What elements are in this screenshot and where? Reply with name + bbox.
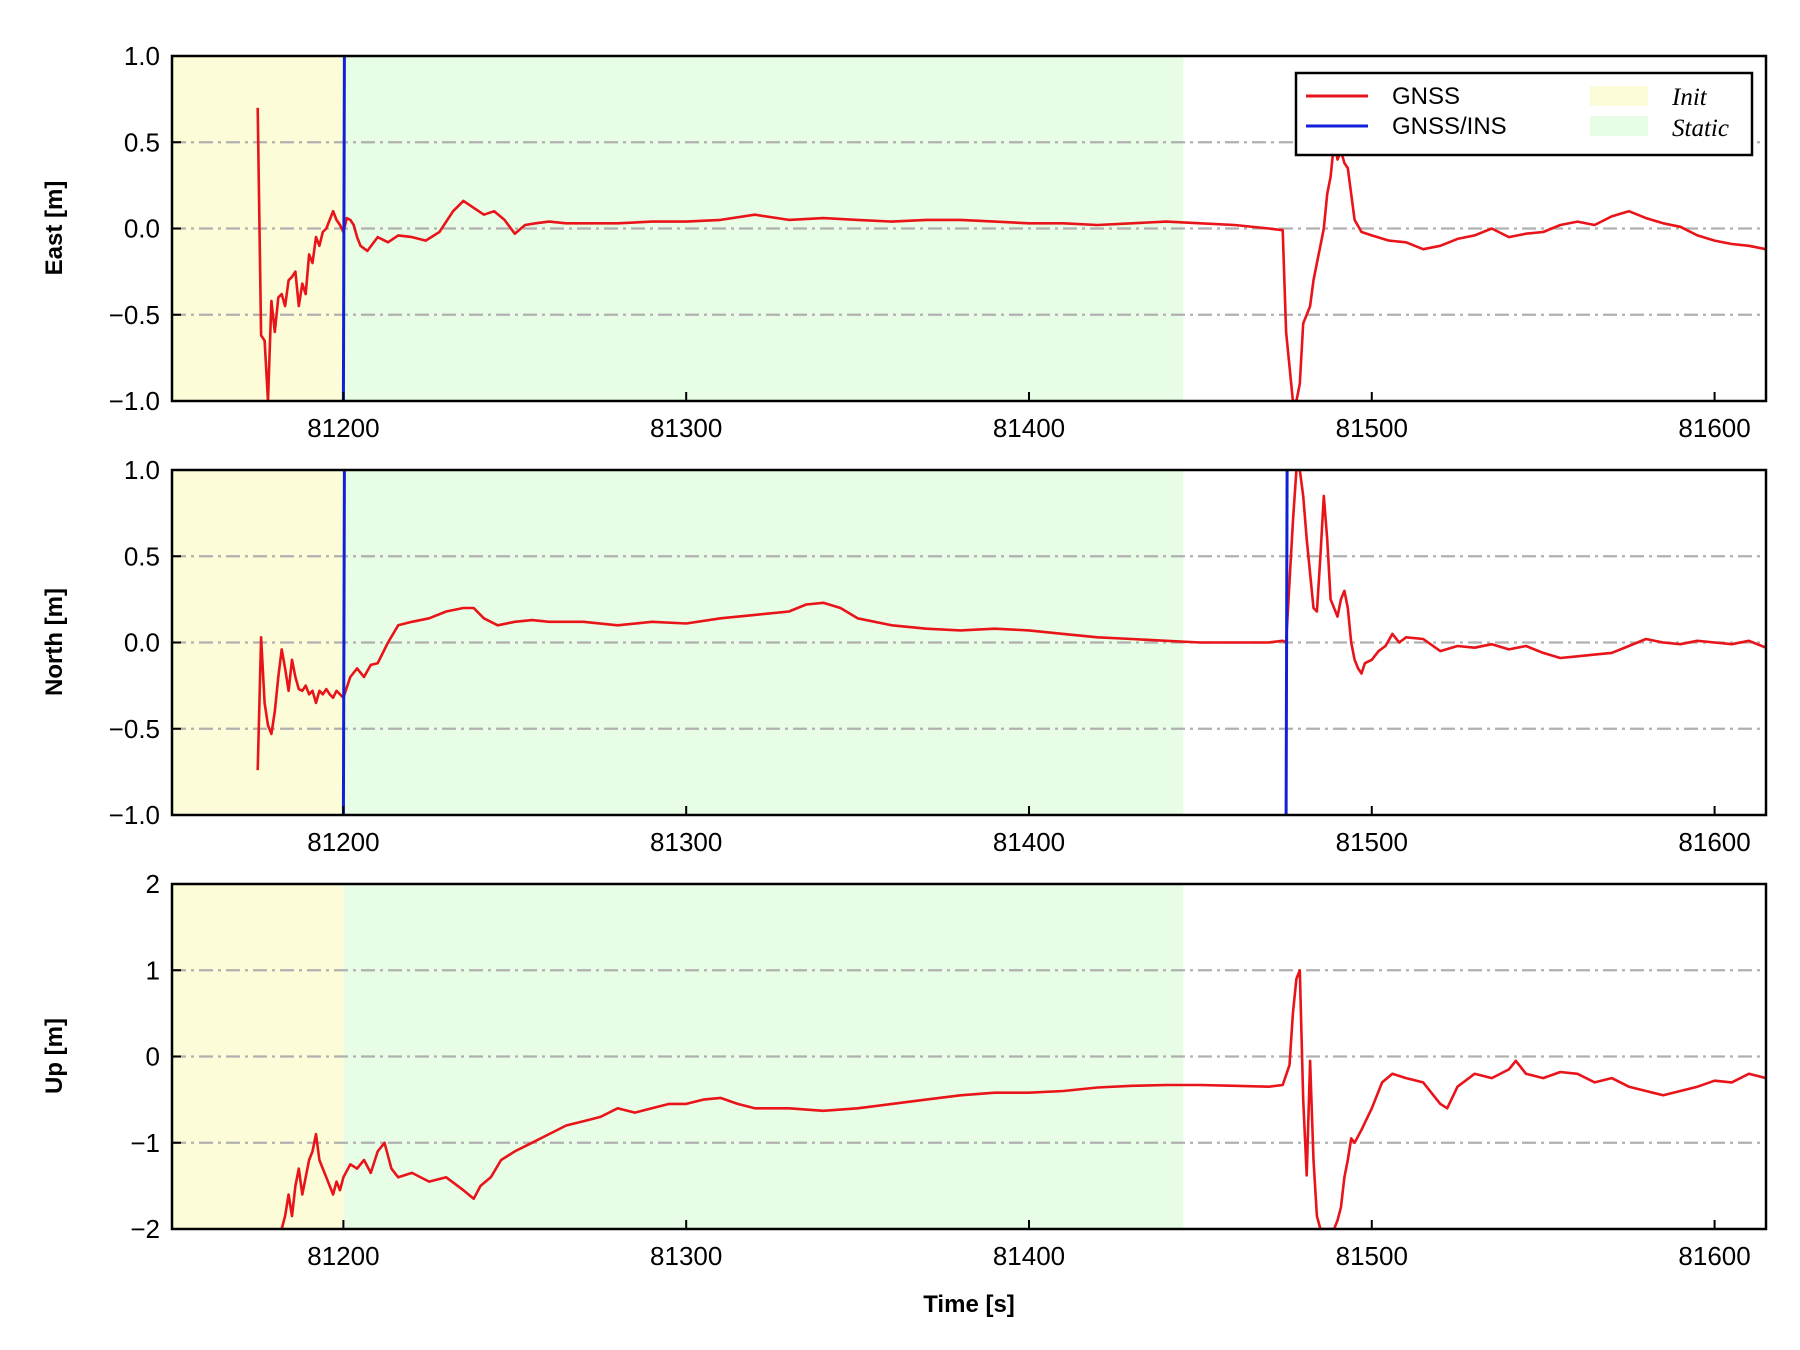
east-xtick-label: 81600 (1678, 413, 1750, 443)
north-series-gnss-ins (341, 470, 346, 815)
panel-north: −1.0 −0.5 0.0 0.5 1.0 81200 81300 81400 81500 816… (41, 455, 1768, 857)
north-series-gnss-ins (1284, 470, 1289, 815)
east-ytick-label: −1.0 (109, 386, 160, 416)
east-ytick-label: 1.0 (124, 41, 160, 71)
east-xtick-label: 81300 (650, 413, 722, 443)
legend: GNSS GNSS/INS Init Static (1294, 71, 1754, 157)
north-xtick-label: 81200 (307, 827, 379, 857)
up-ytick-label: −1 (130, 1128, 160, 1158)
east-series-gnss (256, 107, 1766, 401)
up-xtick-label: 81400 (993, 1241, 1065, 1271)
legend-static-swatch (1590, 116, 1648, 136)
up-ytick-label: −2 (130, 1214, 160, 1244)
north-ytick-label: 1.0 (124, 455, 160, 485)
legend-gnss-ins-label: GNSS/INS (1392, 113, 1507, 140)
panel-east-ylabel: East [m] (41, 181, 68, 276)
north-xtick-label: 81600 (1678, 827, 1750, 857)
legend-gnss-label: GNSS (1392, 83, 1460, 110)
up-ytick-label: 1 (146, 955, 160, 985)
panel-east: −1.0 −0.5 0.0 0.5 1.0 81200 81300 81400 81500 816… (41, 41, 1768, 443)
north-xtick-label: 81300 (650, 827, 722, 857)
panel-north-grid (172, 555, 1766, 730)
east-xtick-label: 81200 (307, 413, 379, 443)
east-ytick-label: −0.5 (109, 300, 160, 330)
up-xtick-label: 81300 (650, 1241, 722, 1271)
x-axis-title: Time [s] (923, 1291, 1015, 1318)
east-series-gnss-ins (341, 56, 346, 401)
panel-east-series (256, 56, 1766, 401)
north-ytick-label: −1.0 (109, 800, 160, 830)
up-ytick-label: 2 (146, 869, 160, 899)
up-xtick-label: 81600 (1678, 1241, 1750, 1271)
legend-box (1294, 71, 1754, 157)
panel-east-ticks: −1.0 −0.5 0.0 0.5 1.0 81200 81300 81400 81500 816… (109, 41, 1751, 443)
panel-north-series (256, 470, 1766, 815)
legend-static-label: Static (1672, 115, 1729, 142)
legend-init-swatch (1590, 86, 1648, 106)
east-ytick-label: 0.5 (124, 127, 160, 157)
panel-up-ticks: −2 −1 0 1 2 81200 81300 81400 81500 81600 (130, 869, 1750, 1271)
up-ytick-label: 0 (146, 1042, 160, 1072)
panel-up: −2 −1 0 1 2 81200 81300 81400 81500 81600 Up [m] (41, 869, 1768, 1271)
east-xtick-label: 81400 (993, 413, 1065, 443)
panel-up-series (280, 969, 1766, 1229)
north-series-gnss (256, 470, 1766, 771)
north-ytick-label: −0.5 (109, 714, 160, 744)
panel-north-ticks: −1.0 −0.5 0.0 0.5 1.0 81200 81300 81400 81500 816… (109, 455, 1751, 857)
north-ytick-label: 0.0 (124, 628, 160, 658)
up-xtick-label: 81200 (307, 1241, 379, 1271)
north-xtick-label: 81400 (993, 827, 1065, 857)
north-ytick-label: 0.5 (124, 541, 160, 571)
panel-north-ylabel: North [m] (41, 588, 68, 696)
up-series-gnss (280, 969, 1766, 1229)
east-ytick-label: 0.0 (124, 214, 160, 244)
east-xtick-label: 81500 (1336, 413, 1408, 443)
up-xtick-label: 81500 (1336, 1241, 1408, 1271)
panel-up-ylabel: Up [m] (41, 1018, 68, 1094)
panel-up-grid (172, 969, 1766, 1144)
north-xtick-label: 81500 (1336, 827, 1408, 857)
legend-init-label: Init (1671, 84, 1708, 111)
